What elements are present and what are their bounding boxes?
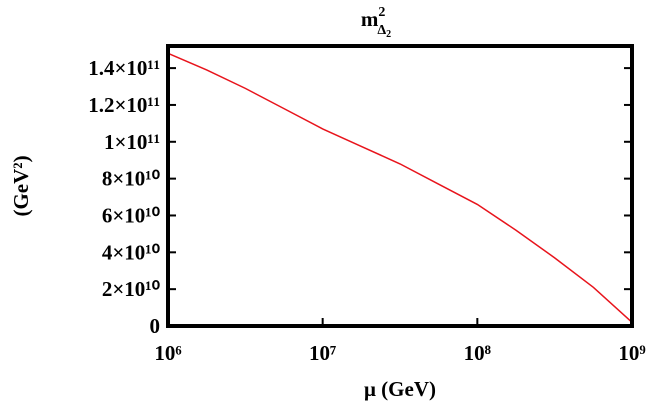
x-tick-label: 10⁷ bbox=[309, 341, 336, 365]
x-tick-label: 10⁹ bbox=[618, 341, 645, 365]
plot-frame bbox=[166, 44, 634, 328]
y-tick-label: 6×10¹⁰ bbox=[102, 203, 161, 227]
chart-title: m2 Δ2 bbox=[361, 5, 391, 40]
title-sup: 2 bbox=[378, 5, 385, 20]
y-tick-label: 1.2×10¹¹ bbox=[88, 93, 160, 117]
y-tick-label: 2×10¹⁰ bbox=[102, 277, 161, 301]
title-sub: Δ bbox=[377, 23, 386, 38]
y-tick-label: 1×10¹¹ bbox=[104, 130, 160, 154]
line-series bbox=[167, 52, 633, 323]
y-axis-label: (GeV²) bbox=[9, 155, 33, 216]
x-tick-label: 10⁸ bbox=[464, 341, 491, 365]
title-subsub: 2 bbox=[386, 29, 391, 40]
x-tick-label: 10⁶ bbox=[154, 341, 181, 365]
x-axis-label: μ (GeV) bbox=[364, 377, 436, 401]
y-tick-label: 0 bbox=[150, 314, 161, 338]
y-tick-label: 4×10¹⁰ bbox=[102, 240, 161, 264]
y-tick-label: 1.4×10¹¹ bbox=[88, 56, 160, 80]
title-base: m bbox=[361, 7, 379, 31]
y-tick-label: 8×10¹⁰ bbox=[102, 167, 161, 191]
